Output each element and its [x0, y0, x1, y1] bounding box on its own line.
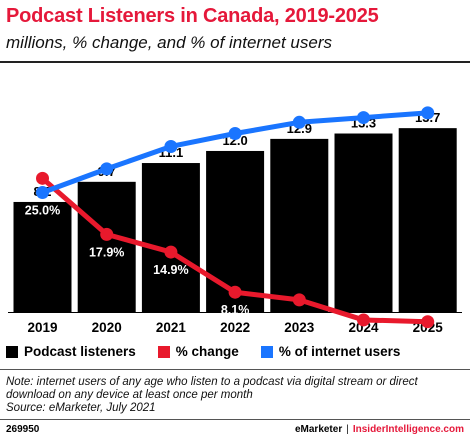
legend-item-internet: % of internet users [260, 344, 401, 359]
brand-logo: eMarketer | InsiderIntelligence.com [295, 424, 464, 435]
internet-label-2024: 37.7% [346, 93, 381, 107]
internet-label-2021: 32.8% [153, 121, 188, 135]
note-text: Note: internet users of any age who list… [6, 376, 418, 401]
chart-plot: 8.29.711.112.012.913.313.720192020202120… [8, 88, 462, 338]
chart-notes: Note: internet users of any age who list… [6, 376, 466, 415]
internet-label-2023: 36.9% [282, 97, 317, 111]
change-label-2025: 3.1% [413, 333, 442, 338]
change-label-2019: 27.4% [25, 153, 60, 167]
internet-point-2024 [357, 111, 370, 125]
footer: 269950 eMarketer | InsiderIntelligence.com [0, 420, 470, 439]
legend-swatch-change [157, 345, 170, 358]
internet-label-2019: 25.0% [25, 204, 60, 218]
internet-point-2021 [164, 139, 178, 153]
bar-2024 [334, 133, 393, 312]
internet-label-2025: 38.5% [410, 88, 445, 102]
bar-2023 [270, 138, 329, 312]
internet-label-2020: 29.0% [89, 144, 124, 158]
bar-2019 [13, 201, 72, 312]
chart-title: Podcast Listeners in Canada, 2019-2025 [6, 5, 379, 27]
change-point-2019 [36, 171, 49, 185]
internet-point-2022 [228, 127, 242, 140]
x-tick-2022: 2022 [220, 320, 250, 335]
x-tick-2021: 2021 [156, 320, 187, 335]
brand-separator: | [346, 424, 349, 435]
internet-label-2022: 35.0% [217, 109, 252, 123]
chart-legend: Podcast listeners % change % of internet… [6, 344, 422, 359]
bar-2025 [398, 128, 457, 312]
bar-2020 [77, 181, 136, 312]
source-text: Source: eMarketer, July 2021 [6, 402, 156, 414]
change-point-2024 [357, 313, 370, 327]
brand-name: eMarketer [294, 424, 343, 435]
chart-subtitle: millions, % change, and % of internet us… [6, 33, 333, 52]
change-point-2023 [292, 293, 306, 307]
internet-point-2023 [292, 115, 306, 129]
brand-site: InsiderIntelligence.com [352, 424, 464, 435]
change-label-2024: 3.4% [349, 331, 378, 338]
notes-divider [0, 369, 470, 370]
change-point-2025 [421, 315, 435, 329]
x-tick-2024: 2024 [348, 320, 379, 335]
change-label-2020: 17.9% [89, 245, 124, 259]
x-tick-2023: 2023 [284, 320, 315, 335]
change-label-2023: 6.8% [285, 311, 314, 325]
title-divider [0, 61, 470, 63]
legend-label-listeners: Podcast listeners [24, 344, 136, 359]
legend-label-change: % change [175, 344, 239, 359]
change-point-2021 [164, 245, 178, 259]
legend-swatch-internet [260, 345, 273, 358]
change-point-2020 [100, 227, 114, 241]
legend-label-internet: % of internet users [278, 344, 401, 359]
change-point-2022 [228, 285, 242, 299]
bar-2022 [206, 150, 265, 312]
footer-divider [0, 419, 470, 420]
legend-item-listeners: Podcast listeners [6, 344, 136, 359]
chart-id: 269950 [6, 424, 40, 435]
change-label-2022: 8.1% [221, 303, 250, 317]
legend-swatch-listeners [6, 345, 18, 358]
x-tick-2020: 2020 [92, 320, 122, 335]
legend-item-change: % change [157, 344, 239, 359]
x-tick-2019: 2019 [27, 320, 57, 335]
bar-2021 [141, 163, 200, 312]
internet-point-2019 [36, 186, 49, 199]
internet-point-2025 [421, 106, 435, 120]
internet-point-2020 [100, 162, 114, 176]
change-label-2021: 14.9% [153, 263, 188, 277]
